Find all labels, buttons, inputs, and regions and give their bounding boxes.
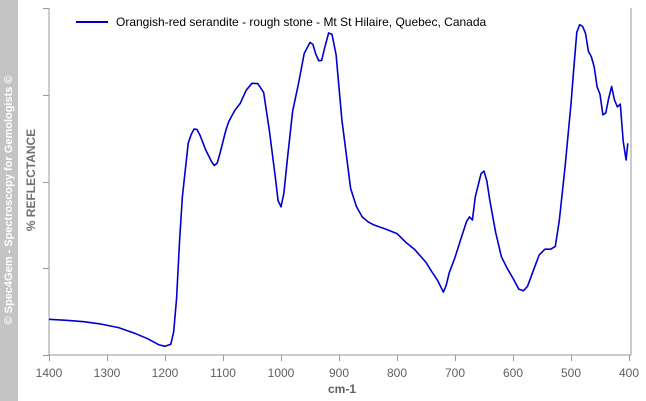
series-layer	[48, 23, 629, 348]
x-axis-ticks: 1400 1300 1200 1100 1000 900 800 700 600 500 400	[36, 355, 639, 380]
x-tick-label: 1400	[36, 366, 63, 380]
x-tick-label: 1200	[152, 366, 179, 380]
x-axis-label: cm-1	[328, 382, 356, 396]
legend: Orangish-red serandite - rough stone - M…	[76, 15, 487, 29]
y-axis-ticks	[43, 8, 49, 356]
series-line	[48, 23, 629, 348]
x-tick-label: 1100	[210, 366, 236, 380]
x-tick-label: 400	[619, 366, 639, 380]
watermark-strip: © Spec4Gem - Spectroscopy for Gemologist…	[0, 0, 18, 401]
x-tick-label: 500	[561, 366, 581, 380]
legend-entry: Orangish-red serandite - rough stone - M…	[116, 15, 487, 29]
plot-frame	[48, 8, 632, 356]
x-tick-label: 1000	[268, 366, 295, 380]
x-tick-label: 800	[387, 366, 407, 380]
x-tick-label: 700	[445, 366, 465, 380]
x-tick-label: 900	[329, 366, 349, 380]
x-tick-label: 1300	[94, 366, 121, 380]
x-tick-label: 600	[503, 366, 523, 380]
